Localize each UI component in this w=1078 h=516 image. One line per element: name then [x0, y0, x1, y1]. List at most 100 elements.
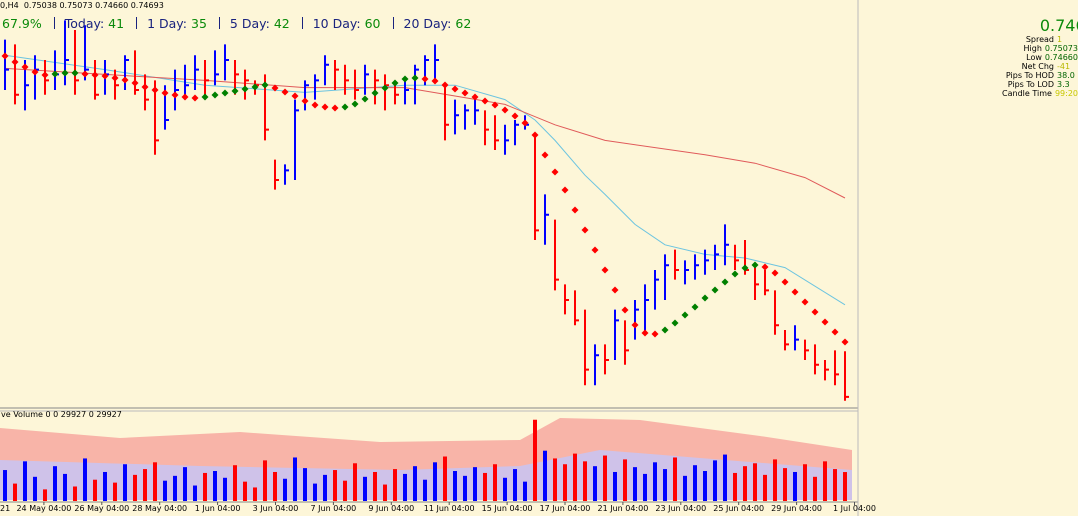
volume-bar	[243, 481, 247, 501]
volume-bar	[23, 461, 27, 501]
trend-dot	[151, 86, 159, 94]
price-bar	[704, 249, 709, 275]
volume-bar	[433, 462, 437, 501]
trend-dot	[271, 84, 279, 92]
price-bar	[814, 344, 819, 375]
volume-bar	[193, 485, 197, 501]
trend-dot	[51, 70, 59, 78]
x-tick-label: 28 May 04:00	[132, 504, 187, 513]
info-label: High	[1023, 44, 1042, 53]
volume-bar	[553, 458, 557, 501]
trend-dot	[641, 329, 649, 337]
trend-dot	[631, 321, 639, 329]
trend-dot	[31, 68, 39, 76]
price-bar	[124, 55, 129, 90]
volume-bar	[703, 471, 707, 501]
volume-bar	[263, 460, 267, 501]
price-bar	[364, 64, 369, 95]
price-bar	[774, 290, 779, 335]
trend-dot	[501, 106, 509, 114]
trend-dot	[761, 263, 769, 271]
trend-dot	[141, 83, 149, 91]
price-bar	[74, 30, 79, 95]
x-tick-label: 21 Jun 04:00	[597, 504, 648, 513]
volume-bar	[383, 484, 387, 501]
trend-dot	[11, 58, 19, 66]
trend-dot	[701, 294, 709, 302]
price-bar	[534, 134, 539, 240]
info-label: Candle Time	[1002, 89, 1052, 98]
volume-label: ve Volume 0 0 29927 0 29927	[1, 410, 122, 419]
info-value: 38.0	[1057, 71, 1075, 80]
price-bar	[304, 80, 309, 111]
price-bar	[94, 60, 99, 100]
volume-bar	[343, 480, 347, 501]
price-bar	[244, 69, 249, 100]
x-tick-label: 17 Jun 04:00	[540, 504, 591, 513]
price-bar	[284, 164, 289, 185]
volume-bar	[73, 486, 77, 501]
volume-bar	[183, 467, 187, 501]
trend-dot	[391, 79, 399, 87]
volume-bar	[503, 477, 507, 501]
trend-dot	[431, 77, 439, 85]
trend-dot	[461, 89, 469, 97]
info-label: Pips To HOD	[1005, 71, 1054, 80]
volume-bar	[113, 482, 117, 501]
trend-dot	[291, 92, 299, 100]
stats-label: 10 Day:	[312, 16, 361, 31]
volume-bar	[823, 461, 827, 501]
trend-dot	[261, 81, 269, 89]
price-bar	[634, 300, 639, 340]
x-tick-label: 15 Jun 04:00	[482, 504, 533, 513]
volume-bar	[803, 464, 807, 501]
volume-bar	[63, 473, 67, 501]
price-bar	[404, 80, 409, 105]
price-bar	[564, 284, 569, 315]
volume-bar	[723, 454, 727, 501]
volume-bar	[223, 477, 227, 501]
volume-bar	[13, 483, 17, 501]
volume-bar	[53, 466, 57, 501]
volume-bar	[763, 474, 767, 501]
stats-separator	[392, 17, 394, 29]
volume-bar	[313, 483, 317, 501]
trend-dot	[61, 69, 69, 77]
volume-bar	[623, 459, 627, 501]
trend-dot	[481, 97, 489, 105]
volume-bar	[633, 467, 637, 501]
trend-dot	[251, 83, 259, 91]
volume-bar	[513, 469, 517, 501]
trend-dot	[671, 319, 679, 327]
trend-dot	[801, 298, 809, 306]
info-row: Pips To HOD 38.0	[1000, 71, 1078, 80]
trend-dot	[231, 87, 239, 95]
price-bar	[834, 350, 839, 386]
volume-bar	[213, 471, 217, 501]
volume-bar	[793, 471, 797, 501]
trend-dot	[781, 278, 789, 286]
trend-dot	[111, 74, 119, 82]
trend-dot	[791, 288, 799, 296]
trend-dot	[451, 85, 459, 93]
price-bar	[144, 74, 149, 111]
volume-bar	[843, 472, 847, 501]
trend-dot	[311, 101, 319, 109]
trend-dot	[571, 206, 579, 214]
price-bar	[554, 219, 559, 291]
price-bar	[614, 309, 619, 360]
trend-dot	[581, 226, 589, 234]
trend-dot	[341, 103, 349, 111]
trend-dot	[121, 76, 129, 84]
info-value: -41	[1057, 62, 1071, 71]
price-bar	[4, 39, 9, 90]
trend-dot	[831, 328, 839, 336]
price-bar	[314, 74, 319, 100]
trend-dot	[591, 246, 599, 254]
volume-bar	[363, 476, 367, 501]
stats-value: 41	[108, 16, 125, 31]
trend-dot	[681, 311, 689, 319]
x-tick-label: 7 Jun 04:00	[311, 504, 357, 513]
volume-bar	[203, 472, 207, 501]
trend-dot	[721, 278, 729, 286]
